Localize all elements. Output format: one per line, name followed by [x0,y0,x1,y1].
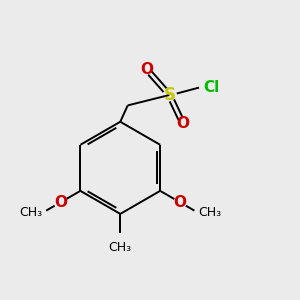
Text: O: O [55,194,68,209]
Text: O: O [173,194,186,209]
Text: CH₃: CH₃ [19,206,42,219]
Text: O: O [140,62,154,77]
Text: S: S [163,86,175,104]
Text: Cl: Cl [203,80,220,95]
Text: O: O [176,116,189,131]
Text: CH₃: CH₃ [198,206,221,219]
Text: CH₃: CH₃ [109,241,132,254]
